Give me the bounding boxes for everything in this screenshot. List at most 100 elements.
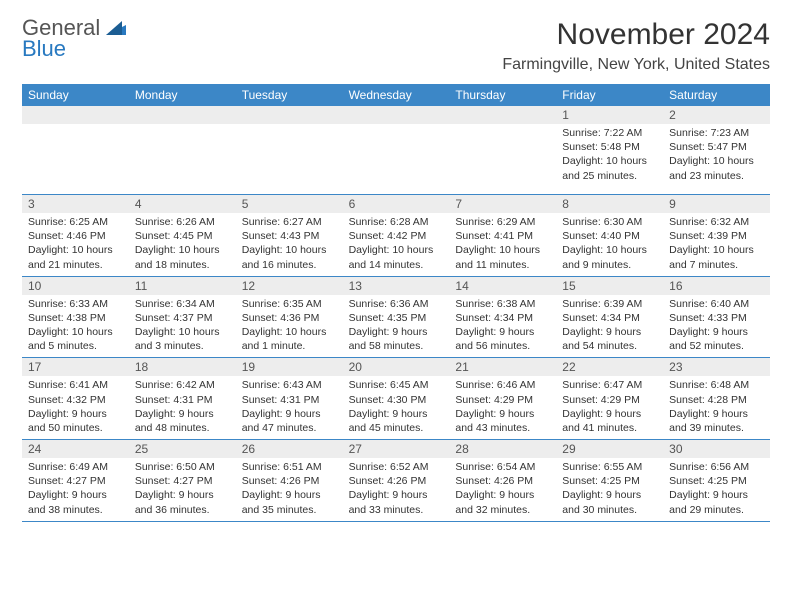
day-cell: 30Sunrise: 6:56 AMSunset: 4:25 PMDayligh… xyxy=(663,440,770,521)
week-row: 1Sunrise: 7:22 AMSunset: 5:48 PMDaylight… xyxy=(22,106,770,195)
day-number: 17 xyxy=(22,358,129,376)
day-number: 20 xyxy=(343,358,450,376)
day-details: Sunrise: 6:54 AMSunset: 4:26 PMDaylight:… xyxy=(449,458,556,521)
logo-line2: Blue xyxy=(22,36,66,61)
day-number: 21 xyxy=(449,358,556,376)
day-header-wednesday: Wednesday xyxy=(343,84,450,106)
day-cell: 7Sunrise: 6:29 AMSunset: 4:41 PMDaylight… xyxy=(449,195,556,276)
day-details: Sunrise: 6:28 AMSunset: 4:42 PMDaylight:… xyxy=(343,213,450,276)
week-row: 10Sunrise: 6:33 AMSunset: 4:38 PMDayligh… xyxy=(22,277,770,359)
day-cell xyxy=(343,106,450,194)
day-details: Sunrise: 6:40 AMSunset: 4:33 PMDaylight:… xyxy=(663,295,770,358)
day-cell: 12Sunrise: 6:35 AMSunset: 4:36 PMDayligh… xyxy=(236,277,343,358)
day-cell: 2Sunrise: 7:23 AMSunset: 5:47 PMDaylight… xyxy=(663,106,770,194)
day-cell: 21Sunrise: 6:46 AMSunset: 4:29 PMDayligh… xyxy=(449,358,556,439)
day-number: 16 xyxy=(663,277,770,295)
day-cell xyxy=(129,106,236,194)
day-details: Sunrise: 6:35 AMSunset: 4:36 PMDaylight:… xyxy=(236,295,343,358)
day-number: 8 xyxy=(556,195,663,213)
day-cell: 18Sunrise: 6:42 AMSunset: 4:31 PMDayligh… xyxy=(129,358,236,439)
day-cell: 17Sunrise: 6:41 AMSunset: 4:32 PMDayligh… xyxy=(22,358,129,439)
day-header-monday: Monday xyxy=(129,84,236,106)
day-details: Sunrise: 6:39 AMSunset: 4:34 PMDaylight:… xyxy=(556,295,663,358)
day-cell: 1Sunrise: 7:22 AMSunset: 5:48 PMDaylight… xyxy=(556,106,663,194)
day-number: 27 xyxy=(343,440,450,458)
day-cell: 5Sunrise: 6:27 AMSunset: 4:43 PMDaylight… xyxy=(236,195,343,276)
day-details: Sunrise: 6:25 AMSunset: 4:46 PMDaylight:… xyxy=(22,213,129,276)
day-header-row: SundayMondayTuesdayWednesdayThursdayFrid… xyxy=(22,84,770,106)
day-cell: 19Sunrise: 6:43 AMSunset: 4:31 PMDayligh… xyxy=(236,358,343,439)
day-number: 29 xyxy=(556,440,663,458)
day-details: Sunrise: 6:48 AMSunset: 4:28 PMDaylight:… xyxy=(663,376,770,439)
day-details: Sunrise: 6:42 AMSunset: 4:31 PMDaylight:… xyxy=(129,376,236,439)
day-number: 30 xyxy=(663,440,770,458)
day-cell: 24Sunrise: 6:49 AMSunset: 4:27 PMDayligh… xyxy=(22,440,129,521)
day-header-friday: Friday xyxy=(556,84,663,106)
day-cell: 4Sunrise: 6:26 AMSunset: 4:45 PMDaylight… xyxy=(129,195,236,276)
day-cell: 26Sunrise: 6:51 AMSunset: 4:26 PMDayligh… xyxy=(236,440,343,521)
day-number: 19 xyxy=(236,358,343,376)
location: Farmingville, New York, United States xyxy=(502,56,770,74)
day-number: 22 xyxy=(556,358,663,376)
day-cell: 29Sunrise: 6:55 AMSunset: 4:25 PMDayligh… xyxy=(556,440,663,521)
day-number: 25 xyxy=(129,440,236,458)
day-number: 15 xyxy=(556,277,663,295)
day-number: 23 xyxy=(663,358,770,376)
day-details: Sunrise: 6:26 AMSunset: 4:45 PMDaylight:… xyxy=(129,213,236,276)
logo: General Blue xyxy=(22,18,126,60)
week-row: 17Sunrise: 6:41 AMSunset: 4:32 PMDayligh… xyxy=(22,358,770,440)
day-details: Sunrise: 6:49 AMSunset: 4:27 PMDaylight:… xyxy=(22,458,129,521)
day-number: 2 xyxy=(663,106,770,124)
day-cell: 25Sunrise: 6:50 AMSunset: 4:27 PMDayligh… xyxy=(129,440,236,521)
day-number: 6 xyxy=(343,195,450,213)
day-details: Sunrise: 6:46 AMSunset: 4:29 PMDaylight:… xyxy=(449,376,556,439)
day-number: 1 xyxy=(556,106,663,124)
day-details: Sunrise: 6:55 AMSunset: 4:25 PMDaylight:… xyxy=(556,458,663,521)
day-cell xyxy=(236,106,343,194)
day-details: Sunrise: 6:51 AMSunset: 4:26 PMDaylight:… xyxy=(236,458,343,521)
title-area: November 2024 Farmingville, New York, Un… xyxy=(502,18,770,74)
day-details: Sunrise: 7:23 AMSunset: 5:47 PMDaylight:… xyxy=(663,124,770,187)
day-details: Sunrise: 6:32 AMSunset: 4:39 PMDaylight:… xyxy=(663,213,770,276)
day-header-saturday: Saturday xyxy=(663,84,770,106)
logo-flag-icon xyxy=(106,18,126,39)
day-number: 24 xyxy=(22,440,129,458)
day-cell: 11Sunrise: 6:34 AMSunset: 4:37 PMDayligh… xyxy=(129,277,236,358)
day-number: 7 xyxy=(449,195,556,213)
day-cell: 9Sunrise: 6:32 AMSunset: 4:39 PMDaylight… xyxy=(663,195,770,276)
day-number: 14 xyxy=(449,277,556,295)
day-number: 11 xyxy=(129,277,236,295)
day-number: 10 xyxy=(22,277,129,295)
day-cell: 13Sunrise: 6:36 AMSunset: 4:35 PMDayligh… xyxy=(343,277,450,358)
day-cell: 6Sunrise: 6:28 AMSunset: 4:42 PMDaylight… xyxy=(343,195,450,276)
day-details: Sunrise: 6:27 AMSunset: 4:43 PMDaylight:… xyxy=(236,213,343,276)
day-details: Sunrise: 6:45 AMSunset: 4:30 PMDaylight:… xyxy=(343,376,450,439)
day-header-sunday: Sunday xyxy=(22,84,129,106)
month-title: November 2024 xyxy=(502,18,770,52)
day-cell xyxy=(449,106,556,194)
page-header: General Blue November 2024 Farmingville,… xyxy=(22,18,770,74)
day-number: 18 xyxy=(129,358,236,376)
day-cell: 27Sunrise: 6:52 AMSunset: 4:26 PMDayligh… xyxy=(343,440,450,521)
day-details: Sunrise: 6:34 AMSunset: 4:37 PMDaylight:… xyxy=(129,295,236,358)
day-cell: 8Sunrise: 6:30 AMSunset: 4:40 PMDaylight… xyxy=(556,195,663,276)
day-number: 12 xyxy=(236,277,343,295)
day-cell: 15Sunrise: 6:39 AMSunset: 4:34 PMDayligh… xyxy=(556,277,663,358)
day-number: 13 xyxy=(343,277,450,295)
day-details: Sunrise: 6:33 AMSunset: 4:38 PMDaylight:… xyxy=(22,295,129,358)
day-cell xyxy=(22,106,129,194)
day-cell: 3Sunrise: 6:25 AMSunset: 4:46 PMDaylight… xyxy=(22,195,129,276)
day-cell: 14Sunrise: 6:38 AMSunset: 4:34 PMDayligh… xyxy=(449,277,556,358)
day-header-tuesday: Tuesday xyxy=(236,84,343,106)
day-cell: 23Sunrise: 6:48 AMSunset: 4:28 PMDayligh… xyxy=(663,358,770,439)
day-details: Sunrise: 6:43 AMSunset: 4:31 PMDaylight:… xyxy=(236,376,343,439)
day-number: 5 xyxy=(236,195,343,213)
week-row: 3Sunrise: 6:25 AMSunset: 4:46 PMDaylight… xyxy=(22,195,770,277)
day-cell: 16Sunrise: 6:40 AMSunset: 4:33 PMDayligh… xyxy=(663,277,770,358)
day-number: 9 xyxy=(663,195,770,213)
day-cell: 28Sunrise: 6:54 AMSunset: 4:26 PMDayligh… xyxy=(449,440,556,521)
day-details: Sunrise: 6:50 AMSunset: 4:27 PMDaylight:… xyxy=(129,458,236,521)
logo-text: General Blue xyxy=(22,18,126,60)
day-details: Sunrise: 6:47 AMSunset: 4:29 PMDaylight:… xyxy=(556,376,663,439)
day-details: Sunrise: 6:52 AMSunset: 4:26 PMDaylight:… xyxy=(343,458,450,521)
